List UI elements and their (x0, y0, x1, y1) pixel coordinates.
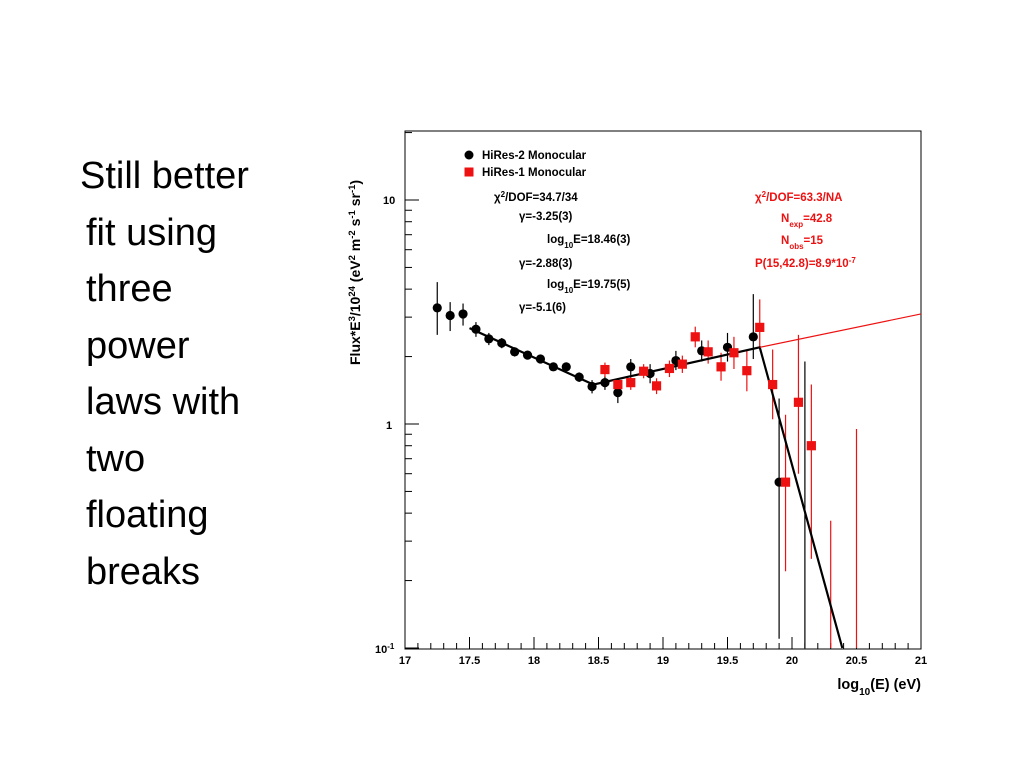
y-tick-label-0.1: 10-1 (375, 642, 395, 657)
data-point-hires1 (626, 378, 636, 388)
data-point-hires1 (716, 362, 726, 372)
x-tick-label: 18 (528, 655, 540, 667)
extrapolation-line (759, 313, 922, 348)
data-point-hires2 (748, 332, 758, 342)
data-point-hires2 (561, 362, 571, 372)
x-tick-label: 21 (915, 655, 927, 667)
y-axis-title: Flux*E3/1024 (eV2 m-2 s-1 sr-1) (347, 180, 364, 365)
text-line: power (86, 324, 190, 367)
x-tick-labels: 17 17.5 18 18.5 19 19.5 20 20.5 21 (399, 655, 927, 667)
data-point-hires2 (522, 350, 533, 360)
data-point-hires2 (626, 362, 636, 372)
chi2-label: χ2/DOF=34.7/34 (494, 190, 578, 205)
fit-parameters: χ2/DOF=34.7/34 γ=-3.25(3) log10E=18.46(3… (494, 190, 631, 315)
text-line: fit using (86, 211, 217, 254)
x-tick-label: 19 (657, 655, 669, 667)
data-points (432, 303, 816, 487)
x-tick-label: 20 (786, 655, 798, 667)
x-axis-title: log10(E) (eV) (837, 677, 921, 698)
data-point-hires2 (432, 303, 442, 313)
red-statistics: χ2/DOF=63.3/NA Nexp=42.8 Nobs=15 P(15,42… (755, 190, 856, 271)
data-point-hires2 (510, 347, 520, 357)
nobs-label: Nobs=15 (781, 235, 824, 251)
legend: HiRes-2 Monocular HiRes-1 Monocular (464, 150, 587, 179)
slide-bullet-text: Still better fit using three power laws … (80, 148, 320, 600)
legend-circle-marker (464, 150, 474, 160)
gamma3-label: γ=-5.1(6) (519, 302, 566, 314)
data-point-hires1 (613, 379, 623, 390)
data-point-hires2 (600, 378, 610, 388)
axes-ticks (404, 132, 922, 649)
text-line: Still better (80, 155, 249, 197)
x-tick-label: 18.5 (588, 655, 609, 667)
data-point-hires1 (690, 332, 700, 342)
text-line: breaks (86, 550, 201, 593)
data-point-hires1 (664, 363, 675, 374)
flux-spectrum-chart: HiRes-2 Monocular HiRes-1 Monocular χ2/D… (347, 130, 927, 698)
red-chi2-label: χ2/DOF=63.3/NA (755, 190, 842, 205)
data-point-hires2 (613, 388, 623, 398)
data-point-hires1 (793, 397, 804, 407)
data-point-hires2 (445, 310, 455, 321)
y-tick-label-10: 10 (383, 195, 395, 207)
data-point-hires1 (780, 477, 791, 487)
data-point-hires1 (651, 381, 662, 391)
gamma2-label: γ=-2.88(3) (519, 258, 573, 270)
nexp-label: Nexp=42.8 (781, 213, 833, 229)
data-point-hires1 (639, 366, 649, 376)
data-point-hires1 (729, 348, 739, 358)
break2-label: log10E=19.75(5) (547, 279, 631, 295)
data-point-hires2 (548, 362, 558, 372)
break1-label: log10E=18.46(3) (547, 234, 631, 250)
data-point-hires1 (806, 441, 816, 451)
data-point-hires1 (677, 359, 687, 369)
text-line: laws with (86, 381, 241, 423)
x-tick-label: 17.5 (459, 655, 480, 667)
legend-square-marker (464, 167, 474, 177)
probability-label: P(15,42.8)=8.9*10-7 (755, 256, 856, 271)
data-point-hires2 (497, 338, 507, 348)
x-tick-label: 17 (399, 655, 411, 667)
plot-frame (404, 130, 922, 650)
data-point-hires1 (742, 366, 752, 376)
text-line: floating (86, 494, 209, 536)
data-point-hires2 (458, 309, 468, 319)
error-bars (436, 282, 858, 648)
gamma1-label: γ=-3.25(3) (519, 211, 573, 223)
text-line: two (86, 437, 146, 480)
y-tick-labels: 10 1 10-1 (375, 195, 395, 656)
fit-lines (469, 313, 922, 649)
data-point-hires1 (703, 347, 713, 357)
x-tick-label: 20.5 (846, 655, 867, 667)
data-point-hires1 (768, 379, 778, 390)
data-point-hires2 (587, 381, 597, 392)
fit-line (469, 327, 844, 649)
data-point-hires2 (471, 324, 481, 334)
data-point-hires2 (535, 354, 546, 364)
text-line: three (86, 268, 173, 310)
y-tick-label-1: 1 (386, 420, 392, 432)
data-point-hires1 (600, 364, 610, 375)
data-point-hires2 (484, 334, 494, 344)
x-tick-label: 19.5 (717, 655, 738, 667)
data-point-hires1 (755, 322, 765, 332)
legend-label: HiRes-1 Monocular (482, 167, 587, 179)
data-point-hires2 (574, 372, 584, 382)
legend-label: HiRes-2 Monocular (482, 150, 587, 162)
